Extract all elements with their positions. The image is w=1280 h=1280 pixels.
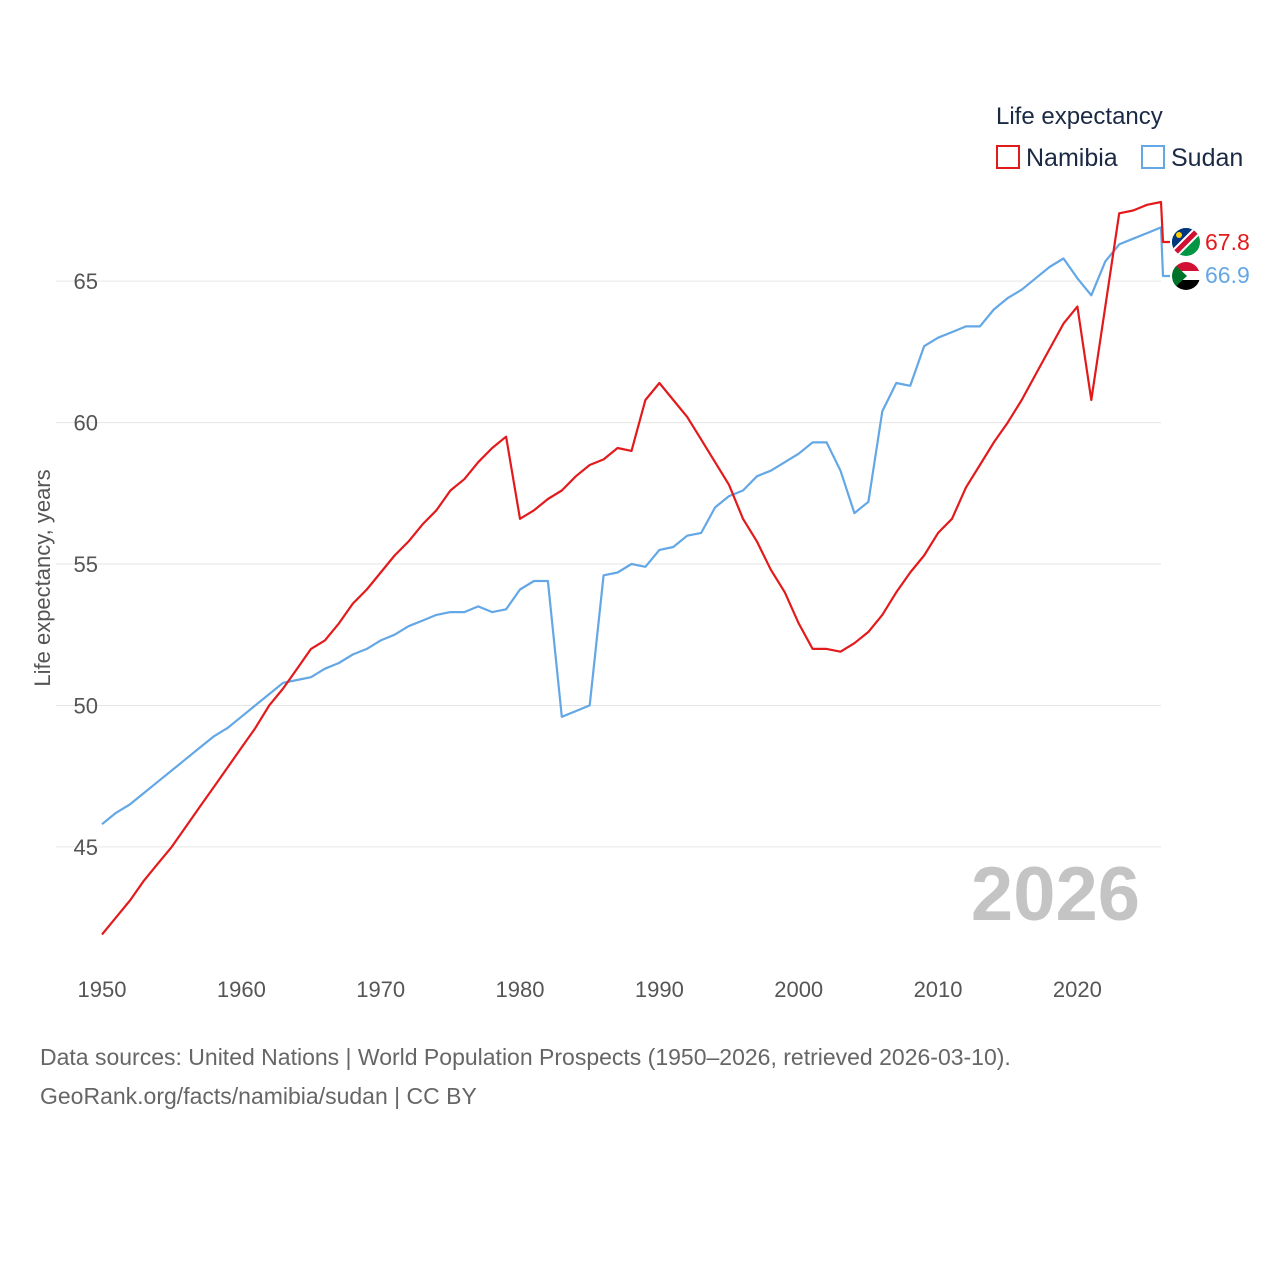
namibia-end-value: 67.8 [1205, 229, 1250, 255]
y-gridlines [56, 280, 1161, 848]
legend-label-sudan[interactable]: Sudan [1171, 144, 1243, 172]
x-tick-label: 1980 [496, 977, 545, 1002]
legend-swatch-namibia[interactable] [996, 145, 1020, 169]
data-source-note: Data sources: United Nations | World Pop… [40, 1044, 1011, 1070]
current-year-watermark: 2026 [971, 852, 1140, 937]
namibia-flag-icon [1172, 228, 1200, 256]
x-tick-label: 1990 [635, 977, 684, 1002]
y-tick-label: 60 [74, 411, 98, 436]
sudan-end-value: 66.9 [1205, 262, 1250, 288]
legend-title: Life expectancy [996, 103, 1163, 130]
sudan-end-marker: 66.9 [1172, 262, 1250, 290]
y-axis-label: Life expectancy, years [30, 469, 55, 686]
x-tick-label: 1970 [356, 977, 405, 1002]
y-tick-label: 50 [74, 693, 98, 718]
x-tick-label: 2020 [1053, 977, 1102, 1002]
x-tick-labels: 1950 1960 1970 1980 1990 2000 2010 2020 [78, 977, 1102, 1002]
x-tick-label: 1960 [217, 977, 266, 1002]
namibia-end-marker: 67.8 [1172, 228, 1250, 256]
x-tick-label: 2000 [774, 977, 823, 1002]
attribution-link[interactable]: GeoRank.org/facts/namibia/sudan | CC BY [40, 1083, 477, 1109]
legend: Life expectancy Namibia Sudan [996, 103, 1243, 172]
y-tick-label: 65 [74, 269, 98, 294]
series-lines [101, 200, 1170, 936]
legend-swatch-sudan[interactable] [1141, 145, 1165, 169]
x-tick-label: 1950 [78, 977, 127, 1002]
y-tick-label: 45 [74, 835, 98, 860]
sudan-series-line[interactable] [101, 226, 1170, 826]
y-tick-label: 55 [74, 552, 98, 577]
legend-label-namibia[interactable]: Namibia [1026, 144, 1118, 172]
sudan-flag-icon [1172, 262, 1200, 290]
y-tick-labels: 45 50 55 60 65 [74, 269, 98, 860]
namibia-series-line[interactable] [101, 200, 1170, 936]
x-tick-label: 2010 [914, 977, 963, 1002]
